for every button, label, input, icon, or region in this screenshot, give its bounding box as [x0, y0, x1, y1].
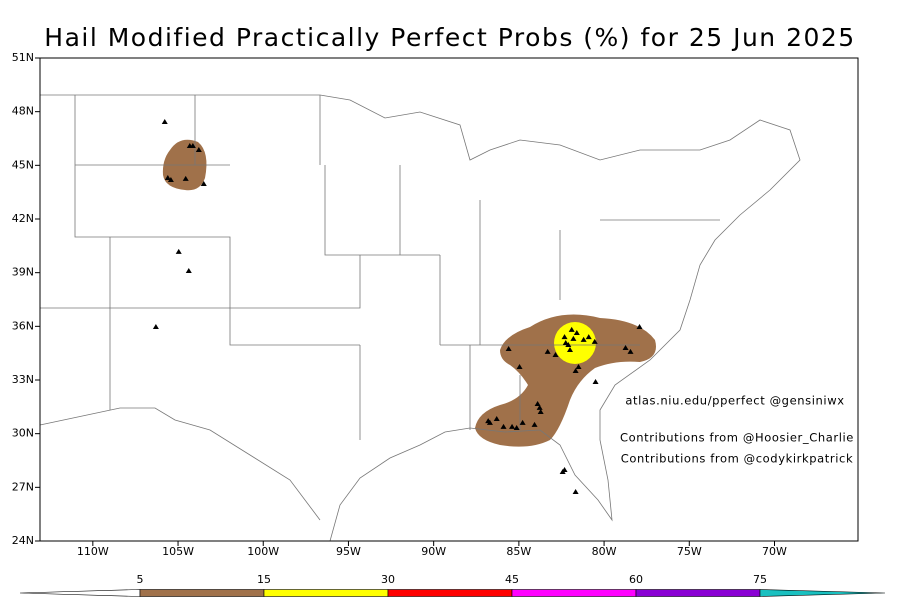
colorbar-label: 75 [753, 573, 767, 586]
map-frame [39, 57, 859, 542]
hail-report [536, 404, 543, 410]
hail-report [570, 335, 577, 341]
y-tick-label: 36N [12, 319, 34, 332]
colorbar-segment [387, 589, 513, 597]
hail-report [636, 324, 643, 330]
x-tick-label: 85W [506, 545, 531, 558]
hail-report [573, 329, 580, 335]
hail-report [627, 348, 634, 354]
hail-report [500, 423, 507, 429]
hail-report [585, 334, 592, 340]
hail-report [519, 419, 526, 425]
hail-report [572, 368, 579, 374]
hail-report [493, 415, 500, 421]
colorbar-segment [635, 589, 761, 597]
hail-report [531, 421, 538, 427]
y-tick-label: 33N [12, 373, 34, 386]
hail-report [552, 351, 559, 357]
x-tick-label: 95W [336, 545, 361, 558]
hail-report [509, 423, 516, 429]
y-tick-label: 42N [12, 212, 34, 225]
hail-report [575, 363, 582, 369]
contour-15 [554, 322, 596, 364]
colorbar-under [19, 589, 141, 597]
y-tick-label: 45N [12, 158, 34, 171]
hail-report [164, 175, 171, 181]
x-tick-label: 110W [77, 545, 109, 558]
colorbar-segment [139, 589, 265, 597]
colorbar-label: 30 [381, 573, 395, 586]
hail-report [561, 466, 568, 472]
map-area [39, 57, 859, 542]
colorbar-segment [263, 589, 389, 597]
hail-report [200, 180, 207, 186]
annotation: Contributions from @Hoosier_Charlie [620, 431, 854, 445]
y-tick-label: 39N [12, 266, 34, 279]
map-frame-bg [40, 58, 858, 541]
hail-report [561, 334, 568, 340]
colorbar-label: 45 [505, 573, 519, 586]
annotation: atlas.niu.edu/pperfect @gensiniwx [625, 394, 844, 408]
x-tick-label: 90W [421, 545, 446, 558]
hail-report [182, 175, 189, 181]
y-tick-label: 48N [12, 105, 34, 118]
hail-report [534, 400, 541, 406]
hail-report [591, 338, 598, 344]
hail-report [544, 348, 551, 354]
x-tick-label: 100W [247, 545, 279, 558]
state-lines [40, 95, 720, 440]
x-tick-label: 80W [592, 545, 617, 558]
hail-report [572, 488, 579, 494]
hail-report [175, 248, 182, 254]
colorbar-segment [511, 589, 637, 597]
hail-report [167, 177, 174, 183]
map-title: Hail Modified Practically Perfect Probs … [44, 23, 855, 52]
hail-report [152, 324, 159, 330]
hail-report [566, 346, 573, 352]
hail-report [592, 378, 599, 384]
y-tick-label: 51N [12, 51, 34, 64]
colorbar-label: 15 [257, 573, 271, 586]
hail-report [516, 363, 523, 369]
hail-report [485, 418, 492, 424]
x-tick-label: 70W [762, 545, 787, 558]
y-tick-label: 24N [12, 534, 34, 547]
hail-report [189, 143, 196, 149]
hail-report [562, 339, 569, 345]
annotation: Contributions from @codykirkpatrick [621, 452, 853, 466]
hail-report [505, 346, 512, 352]
colorbar-label: 5 [137, 573, 144, 586]
hail-report [580, 336, 587, 342]
hail-report [185, 268, 192, 274]
x-tick-label: 105W [162, 545, 194, 558]
hail-report [513, 424, 520, 430]
hail-report [537, 409, 544, 415]
coastline [40, 94, 801, 542]
colorbar-label: 60 [629, 573, 643, 586]
y-tick-label: 30N [12, 427, 34, 440]
hail-report [568, 326, 575, 332]
hail-report [195, 146, 202, 152]
border [39, 407, 321, 521]
colorbar-over [759, 589, 886, 597]
y-tick-label: 27N [12, 480, 34, 493]
x-tick-label: 75W [677, 545, 702, 558]
hail-report [622, 344, 629, 350]
hail-report [161, 119, 168, 125]
